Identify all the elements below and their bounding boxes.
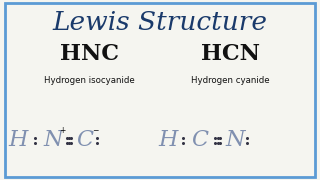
Text: Hydrogen isocyanide: Hydrogen isocyanide xyxy=(44,76,135,85)
Text: Lewis Structure: Lewis Structure xyxy=(52,10,268,35)
Text: H: H xyxy=(8,129,27,151)
Text: −: − xyxy=(92,126,98,135)
Text: HNC: HNC xyxy=(60,43,119,65)
Text: C: C xyxy=(191,129,209,151)
Text: HCN: HCN xyxy=(201,43,260,65)
Text: +: + xyxy=(59,126,66,135)
Text: N: N xyxy=(43,129,62,151)
Text: C: C xyxy=(76,129,93,151)
Text: H: H xyxy=(158,129,178,151)
Text: N: N xyxy=(226,129,245,151)
Text: Hydrogen cyanide: Hydrogen cyanide xyxy=(191,76,270,85)
